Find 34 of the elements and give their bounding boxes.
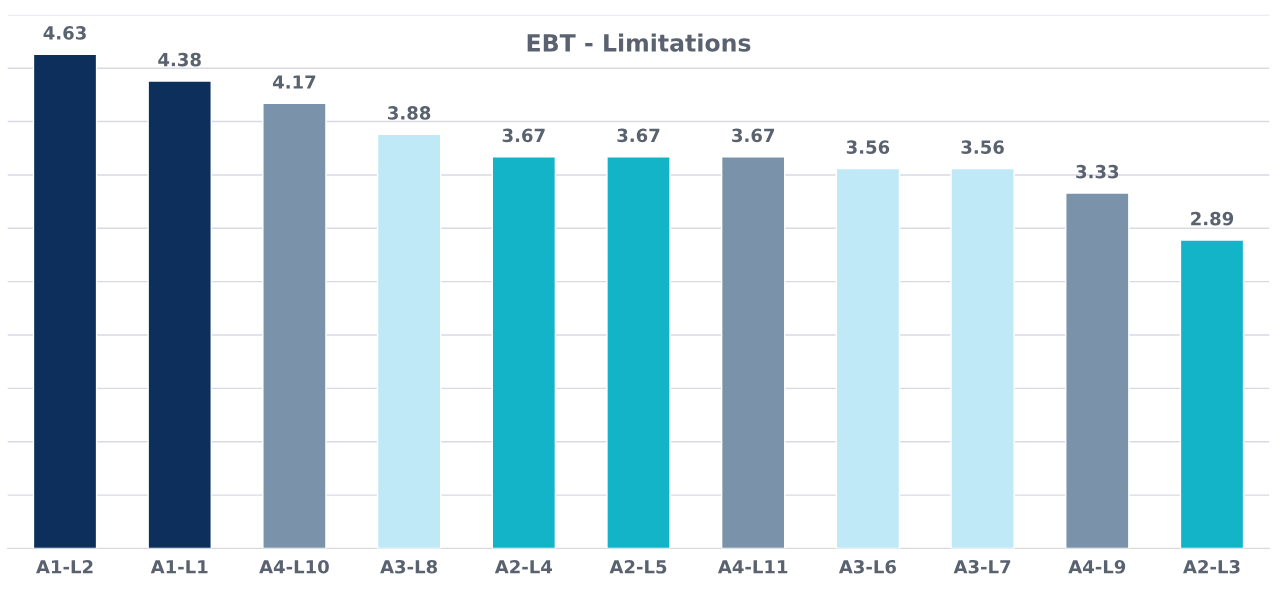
bar <box>376 133 442 549</box>
x-tick-label: A4-L9 <box>1068 559 1126 574</box>
bar <box>147 80 212 549</box>
x-tick-label: A4-L11 <box>717 560 788 574</box>
data-label: 3.67 <box>617 128 660 143</box>
x-tick-label: A4-L10 <box>259 559 329 574</box>
bar <box>835 167 901 549</box>
bar <box>1179 239 1245 549</box>
x-tick-label: A2-L5 <box>609 559 667 574</box>
bar <box>950 167 1015 549</box>
data-label: 4.38 <box>158 52 201 67</box>
x-tick-label: A3-L6 <box>838 559 896 574</box>
data-label: 2.89 <box>1191 211 1234 226</box>
data-label: 3.67 <box>732 128 775 143</box>
bar <box>32 53 98 549</box>
x-tick-label: A1-L2 <box>36 559 93 574</box>
x-tick-label: A2-L3 <box>1183 559 1240 574</box>
x-tick-label: A2-L4 <box>494 559 553 574</box>
data-label: 3.33 <box>1076 164 1119 179</box>
data-label: 4.17 <box>272 75 316 89</box>
data-label: 4.63 <box>43 26 86 40</box>
bar <box>491 156 557 549</box>
data-label: 3.67 <box>502 128 545 143</box>
x-tick-label: A1-L1 <box>150 560 208 574</box>
bar <box>1065 192 1130 549</box>
bar <box>606 156 671 549</box>
x-tick-label: A3-L8 <box>380 559 438 574</box>
text: EBT - Limitations <box>527 33 751 52</box>
data-label: 3.56 <box>961 140 1004 154</box>
bar <box>262 102 327 549</box>
bar <box>720 156 786 549</box>
data-label: 3.88 <box>388 106 431 120</box>
data-label: 3.56 <box>846 140 890 154</box>
x-tick-label: A3-L7 <box>953 559 1011 574</box>
